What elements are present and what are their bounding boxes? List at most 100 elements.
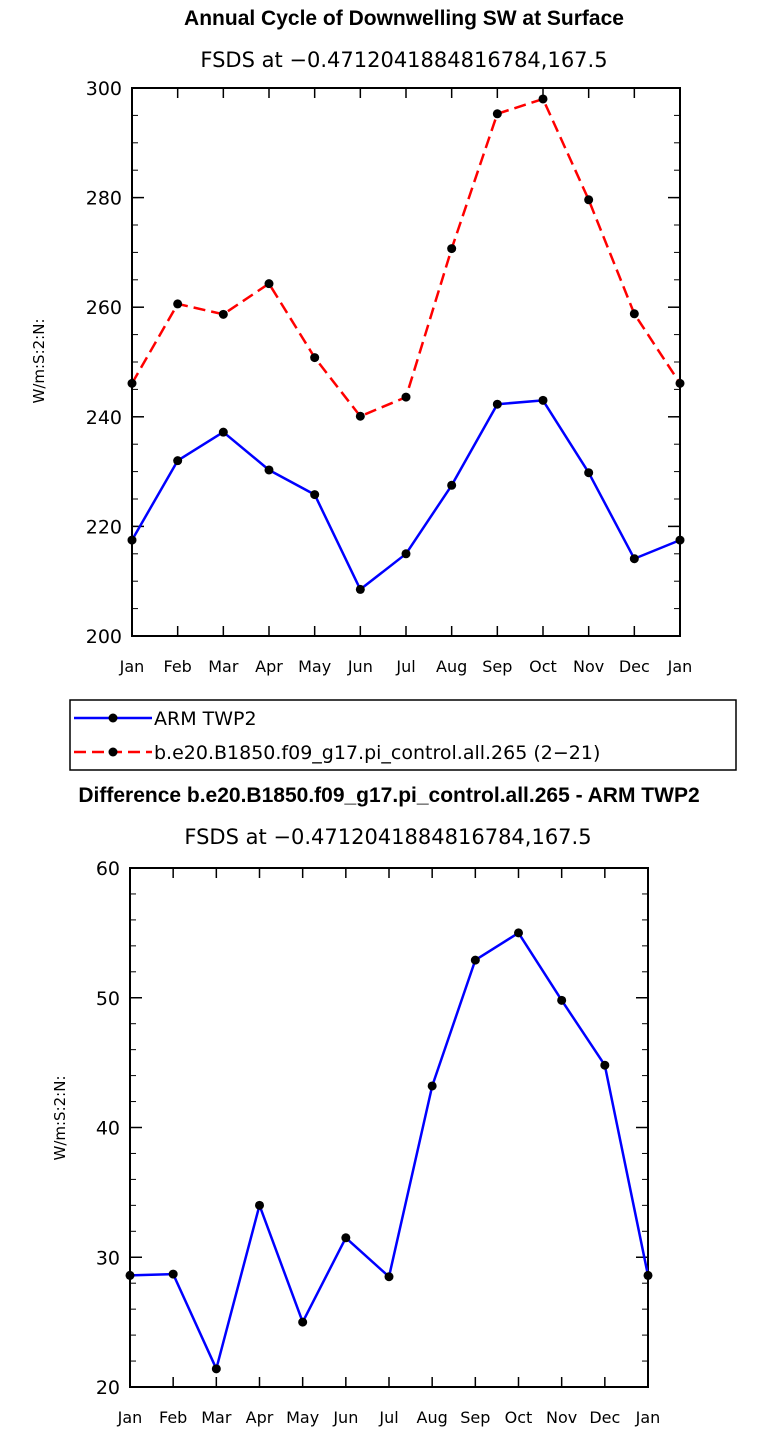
chart2-series-0-point (255, 1200, 264, 1210)
legend-label-model: b.e20.B1850.f09_g17.pi_control.all.265 (… (154, 742, 600, 764)
chart2-series-0-point (643, 1270, 653, 1280)
chart1-x-tick-label: Mar (208, 657, 239, 676)
chart1-x-tick-label: Sep (482, 657, 512, 676)
chart1-series-0-point (492, 399, 502, 409)
chart2-y-tick-label: 20 (96, 1377, 120, 1399)
chart2-x-tick-label: Jul (378, 1408, 398, 1427)
chart1-axes (131, 87, 681, 637)
chart2-series-0-point (211, 1364, 221, 1374)
chart1-y-tick-label: 240 (86, 407, 122, 429)
chart1-series-1-point (538, 94, 548, 104)
chart1-series-1-point (447, 244, 457, 254)
chart2-title: Difference b.e20.B1850.f09_g17.pi_contro… (78, 784, 699, 807)
chart1-series-0-point (218, 427, 228, 437)
chart1-series-line-0 (130, 399, 681, 591)
chart2-series-0-point (384, 1272, 394, 1282)
chart1-series-0-point (355, 584, 365, 594)
chart1-series-1-point (492, 109, 502, 119)
chart2-x-tick-label: Mar (201, 1408, 232, 1427)
chart1-series-0-point (127, 535, 137, 545)
chart2-series-0-point (298, 1317, 308, 1327)
chart2-y-tick-label: 30 (96, 1247, 120, 1269)
chart2-series-0-point (514, 928, 523, 938)
chart1-series-0-point (401, 549, 411, 559)
chart1-title: Annual Cycle of Downwelling SW at Surfac… (184, 7, 624, 30)
chart1-x-tick-label: May (298, 657, 331, 676)
chart2-x-tick-label: May (286, 1408, 319, 1427)
chart1-y-tick-label: 200 (86, 626, 122, 648)
legend: ARM TWP2 b.e20.B1850.f09_g17.pi_control.… (69, 699, 737, 771)
chart1-series-0-point (310, 490, 320, 500)
chart1-series-1-point (264, 279, 274, 289)
chart2-x-tick-label: Apr (246, 1408, 274, 1427)
chart2-x-tick-label: Sep (460, 1408, 490, 1427)
chart2-series-0-point (600, 1060, 610, 1070)
chart1-x-tick-label: Feb (164, 657, 192, 676)
chart2-axes (129, 867, 649, 1388)
chart1-series-0-point (173, 456, 183, 466)
chart1-series-0-point (584, 468, 594, 478)
chart2-series-0-point (427, 1081, 437, 1091)
chart1-series (127, 94, 685, 594)
chart1-series-0-point (264, 465, 274, 475)
chart2-x-tick-label: Nov (546, 1408, 577, 1427)
chart1-y-tick-label: 220 (86, 516, 122, 538)
chart-annual-cycle: Annual Cycle of Downwelling SW at Surfac… (30, 7, 692, 676)
chart1-ylabel: W/m:S:2:N: (30, 319, 48, 404)
chart1-y-tick-label: 280 (86, 188, 122, 210)
chart1-series-1-point (675, 378, 685, 388)
chart2-subtitle: FSDS at −0.4712041884816784,167.5 (184, 825, 591, 849)
chart1-series-1-point (584, 195, 594, 205)
legend-box (69, 699, 737, 771)
chart2-series-0-point (470, 955, 480, 965)
chart2-y-tick-labels: 20 30 40 50 60 (96, 858, 120, 1399)
chart2-x-tick-label: Jun (332, 1408, 358, 1427)
chart1-x-tick-label: Jun (347, 657, 373, 676)
chart2-x-tick-label: Aug (417, 1408, 448, 1427)
chart1-series-1-point (401, 392, 411, 402)
chart2-x-tick-label: Dec (589, 1408, 620, 1427)
chart2-x-tick-label: Feb (159, 1408, 187, 1427)
chart1-series-1-point (310, 353, 320, 363)
chart2-series-line-0 (129, 931, 650, 1371)
chart1-x-tick-label: Oct (529, 657, 557, 676)
chart1-series-1-point (173, 299, 183, 309)
chart1-x-tick-label: Jul (395, 657, 415, 676)
chart-difference: Difference b.e20.B1850.f09_g17.pi_contro… (51, 784, 700, 1427)
chart2-y-tick-label: 40 (96, 1118, 120, 1140)
chart1-series-0-point (447, 480, 457, 490)
chart1-y-tick-label: 300 (86, 78, 122, 100)
chart2-y-tick-label: 60 (96, 858, 120, 880)
chart1-y-tick-labels: 200 220 240 260 280 300 (86, 78, 122, 648)
chart1-x-tick-label: Aug (436, 657, 467, 676)
chart1-x-tick-label: Nov (573, 657, 604, 676)
legend-marker-arm-twp2 (108, 713, 118, 723)
legend-marker-model (108, 747, 118, 757)
chart1-series-0-point (675, 535, 685, 545)
legend-label-arm-twp2: ARM TWP2 (154, 708, 257, 730)
chart1-series-1-point (355, 411, 365, 421)
chart2-x-tick-labels: Jan Feb Mar Apr May Jun Jul Aug Sep Oct Nov Dec Jan (117, 1408, 661, 1427)
chart1-series-line-1 (130, 97, 682, 418)
chart2-series-0-point (125, 1270, 135, 1280)
chart1-series-0-point (538, 395, 548, 405)
chart1-x-tick-label: Jan (667, 657, 693, 676)
chart2-y-tick-label: 50 (96, 988, 120, 1010)
chart2-plot-frame (129, 867, 649, 1388)
chart2-series-0-point (557, 995, 567, 1005)
chart2-x-tick-label: Oct (505, 1408, 533, 1427)
chart1-series-0-point (629, 554, 639, 564)
chart1-x-tick-label: Jan (119, 657, 145, 676)
chart1-subtitle: FSDS at −0.4712041884816784,167.5 (200, 48, 607, 72)
chart2-x-tick-label: Jan (117, 1408, 143, 1427)
chart1-x-tick-label: Dec (619, 657, 650, 676)
chart1-x-tick-label: Apr (255, 657, 283, 676)
chart2-x-tick-label: Jan (635, 1408, 661, 1427)
chart1-y-tick-label: 260 (86, 297, 122, 319)
chart1-series-1-point (218, 309, 228, 319)
chart1-x-tick-labels: Jan Feb Mar Apr May Jun Jul Aug Sep Oct Nov Dec Jan (119, 657, 693, 676)
chart2-series-0-point (168, 1269, 178, 1279)
chart1-series-1-point (127, 378, 137, 388)
chart1-series-1-point (629, 309, 639, 319)
